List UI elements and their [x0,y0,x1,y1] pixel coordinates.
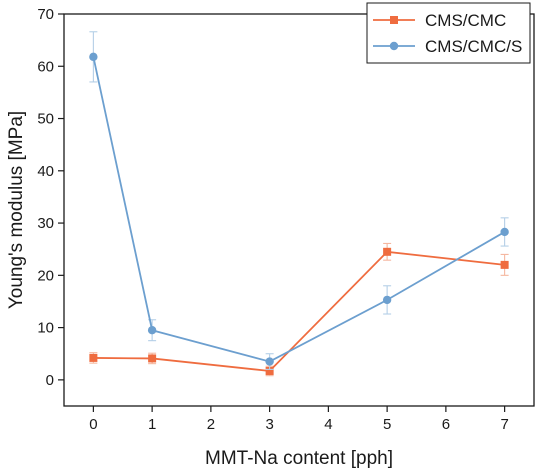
y-tick-label: 40 [37,163,54,180]
y-tick-label: 60 [37,58,54,75]
data-point [89,353,98,362]
y-axis: 0 10 20 30 40 50 60 70 [37,6,64,389]
x-tick-label: 7 [500,416,508,433]
x-axis-title: MMT-Na content [pph] [205,448,393,469]
series-layer [89,31,509,377]
data-point [265,366,274,375]
legend-marker-cms-cmc-s [389,41,399,51]
y-tick-label: 10 [37,320,54,337]
x-tick-label: 1 [148,416,156,433]
data-point [383,247,392,256]
data-point [148,354,157,363]
y-tick-label: 0 [46,372,54,389]
x-tick-label: 5 [383,416,391,433]
legend-marker-cms-cmc [390,16,398,24]
legend-label-cms-cmc: CMS/CMC [425,11,506,30]
y-tick-label: 70 [37,6,54,23]
x-tick-label: 3 [265,416,273,433]
x-tick-label: 6 [442,416,450,433]
plot-frame [63,13,535,407]
series-line [92,56,506,363]
series-1 [89,31,509,370]
y-axis-title: Young's modulus [MPa] [6,111,27,309]
data-point [89,52,98,62]
legend-label-cms-cmc-s: CMS/CMC/S [425,37,522,56]
x-axis: 0 1 2 3 4 5 6 7 [89,406,509,433]
x-tick-label: 4 [324,416,332,433]
series-0 [89,242,509,377]
data-point [500,227,509,237]
data-point [500,260,509,269]
x-tick-label: 0 [89,416,97,433]
data-point [382,295,392,305]
y-tick-label: 30 [37,215,54,232]
legend-box [366,2,531,64]
y-tick-label: 20 [37,267,54,284]
x-tick-label: 2 [207,416,215,433]
data-point [147,326,157,335]
data-point [265,357,274,366]
legend: CMS/CMC CMS/CMC/S [366,2,531,64]
y-tick-label: 50 [37,111,54,128]
